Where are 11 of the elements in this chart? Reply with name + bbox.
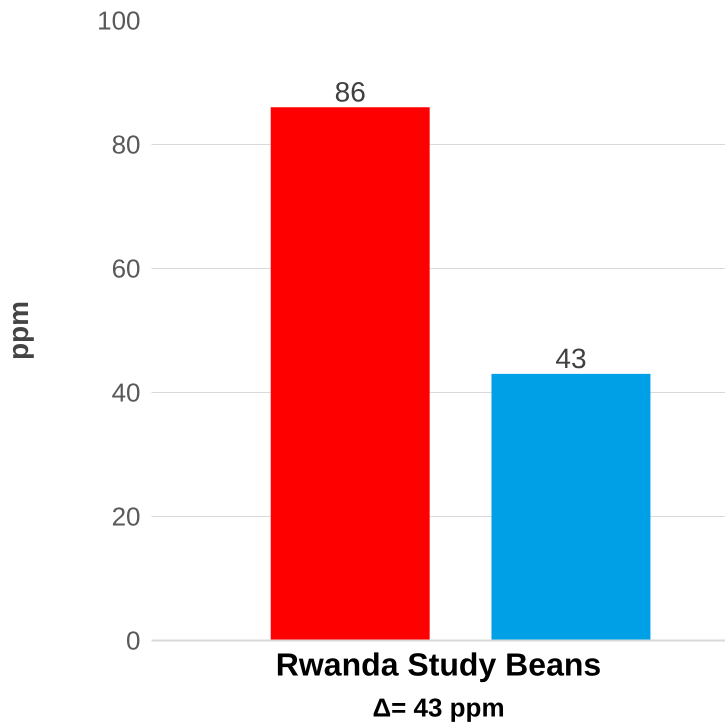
data-label: 86 — [334, 76, 366, 108]
y-tick-label: 100 — [97, 6, 141, 36]
y-tick-label: 60 — [112, 254, 140, 284]
y-tick-label: 0 — [126, 626, 141, 656]
x-axis-title: Rwanda Study Beans — [276, 646, 602, 682]
y-tick-label: 80 — [112, 130, 140, 160]
text: Δ= 43 ppm — [372, 692, 505, 722]
y-axis-title: ppm — [3, 300, 34, 360]
y-tick-label: 40 — [112, 378, 140, 408]
y-tick-label: 20 — [112, 502, 140, 532]
data-label: 43 — [555, 342, 587, 374]
